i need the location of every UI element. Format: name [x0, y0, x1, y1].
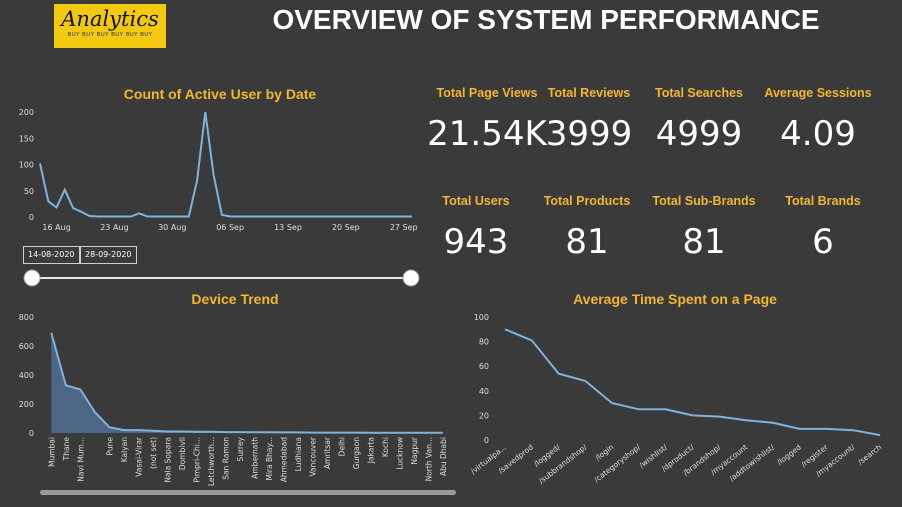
x-tick-label: Jakarta	[366, 437, 375, 464]
kpi-value-products: 81	[565, 222, 609, 262]
x-tick-label: Delhi	[337, 437, 346, 456]
x-tick-label: 20 Sep	[332, 223, 360, 232]
date-start-input[interactable]: 14-08-2020	[23, 246, 80, 264]
y-tick-label: 60	[479, 362, 489, 371]
y-tick-label: 100	[474, 313, 489, 322]
y-tick-label: 0	[484, 436, 489, 445]
x-tick-label: Surrey	[236, 436, 245, 461]
avg-time-line-chart: 020406080100/virtualpa.../savedprod/logg…	[469, 313, 884, 486]
kpi-value-sessions: 4.09	[780, 114, 856, 154]
kpi-label-sessions: Average Sessions	[764, 86, 872, 100]
scrollbar-thumb[interactable]	[40, 490, 456, 495]
x-tick-label: Nagpur	[410, 436, 419, 464]
device-trend-title: Device Trend	[191, 291, 279, 307]
active-user-series-line	[39, 111, 412, 218]
avg-time-chart-title: Average Time Spent on a Page	[573, 291, 777, 307]
x-tick-label: Ludhiana	[294, 437, 303, 471]
x-tick-label: Mumbai	[47, 437, 56, 467]
x-tick-label: 27 Sep	[390, 223, 418, 232]
x-tick-label: Gurgaon	[352, 437, 361, 469]
y-tick-label: 0	[29, 213, 34, 222]
y-tick-label: 0	[29, 429, 34, 438]
logo-title: Analytics	[61, 7, 159, 31]
kpi-value-sub-brands: 81	[682, 222, 726, 262]
kpi-label-searches: Total Searches	[654, 86, 743, 100]
kpi-value-page-views: 21.54K	[427, 114, 547, 154]
kpi-value-brands: 6	[812, 222, 834, 262]
x-tick-label: /search	[856, 442, 883, 466]
device-trend-area-chart: 0 200 400 600 800 Mumbai Thane Navi Mum... Pune K…	[19, 313, 456, 495]
device-series-line	[50, 332, 443, 434]
x-tick-label: Ambernath	[250, 437, 259, 479]
x-tick-label: 23 Aug	[100, 223, 128, 232]
kpi-label-users: Total Users	[442, 194, 510, 208]
x-tick-label: Pune	[105, 437, 114, 456]
x-tick-label: Lucknow	[395, 437, 404, 470]
kpi-value-searches: 4999	[655, 114, 743, 154]
kpi-label-sub-brands: Total Sub-Brands	[652, 194, 756, 208]
date-end-input[interactable]: 28-09-2020	[80, 246, 137, 264]
y-tick-label: 600	[19, 342, 34, 351]
x-tick-label: 13 Sep	[274, 223, 302, 232]
avg-time-series-line	[504, 328, 881, 437]
x-tick-label: /subbrandshop/	[537, 442, 589, 485]
x-tick-label: /categoryshop/	[592, 442, 642, 484]
kpi-label-brands: Total Brands	[785, 194, 861, 208]
x-tick-label: Mira Bhay...	[265, 437, 274, 481]
y-tick-label: 40	[479, 387, 489, 396]
x-tick-label: Vasai-Virar	[134, 436, 143, 477]
x-tick-label: Dombivli	[178, 437, 187, 470]
x-tick-label: Nala Sopara	[163, 437, 172, 483]
y-tick-label: 80	[479, 338, 489, 347]
x-tick-label: Amritsar	[323, 436, 332, 469]
kpi-label-reviews: Total Reviews	[547, 86, 631, 100]
x-tick-label: /login	[593, 442, 615, 462]
x-tick-label: Navi Mum...	[76, 437, 85, 482]
y-tick-label: 20	[479, 411, 489, 420]
x-tick-label: Pimpri-Chi...	[192, 437, 201, 483]
x-tick-label: Kalyan	[120, 437, 129, 463]
x-tick-label: /logged	[775, 442, 803, 467]
active-user-line-chart: 0 50 100 150 200 16 Aug 23 Aug 30 Aug 06 Sep 13 S…	[19, 108, 418, 232]
kpi-label-products: Total Products	[543, 194, 631, 208]
x-tick-label: (not set)	[149, 437, 158, 469]
x-tick-label: Abu Dhabi	[439, 437, 448, 476]
slider-end-handle[interactable]	[402, 269, 420, 287]
y-tick-label: 200	[19, 108, 34, 117]
x-tick-label: Kochi	[381, 437, 390, 457]
x-tick-label: Vancouver	[308, 436, 317, 476]
active-user-chart-title: Count of Active User by Date	[123, 86, 317, 102]
y-tick-label: 150	[19, 134, 34, 143]
x-tick-label: San Ramon	[221, 437, 230, 480]
x-tick-label: Letchworth...	[207, 437, 216, 486]
y-tick-label: 400	[19, 371, 34, 380]
date-range-slider[interactable]	[0, 264, 440, 292]
slider-start-handle[interactable]	[23, 269, 41, 287]
x-tick-label: 06 Sep	[216, 223, 244, 232]
analytics-logo: Analytics BUY BUY BUY BUY BUY BUY	[54, 4, 166, 48]
y-tick-label: 800	[19, 313, 34, 322]
logo-tagline: BUY BUY BUY BUY BUY BUY	[67, 32, 153, 38]
x-tick-label: Thane	[62, 437, 71, 462]
kpi-value-reviews: 3999	[545, 114, 633, 154]
x-tick-label: Ahmedabad	[279, 437, 288, 483]
page-title: OVERVIEW OF SYSTEM PERFORMANCE	[272, 4, 820, 35]
device-area-fill	[51, 332, 443, 433]
x-tick-label: North Van...	[424, 437, 433, 481]
y-tick-label: 200	[19, 400, 34, 409]
kpi-value-users: 943	[443, 222, 509, 262]
x-tick-label: 16 Aug	[42, 223, 70, 232]
y-tick-label: 100	[19, 161, 34, 170]
kpi-label-page-views: Total Page Views	[436, 86, 538, 100]
y-tick-label: 50	[24, 187, 34, 196]
x-tick-label: 30 Aug	[158, 223, 186, 232]
